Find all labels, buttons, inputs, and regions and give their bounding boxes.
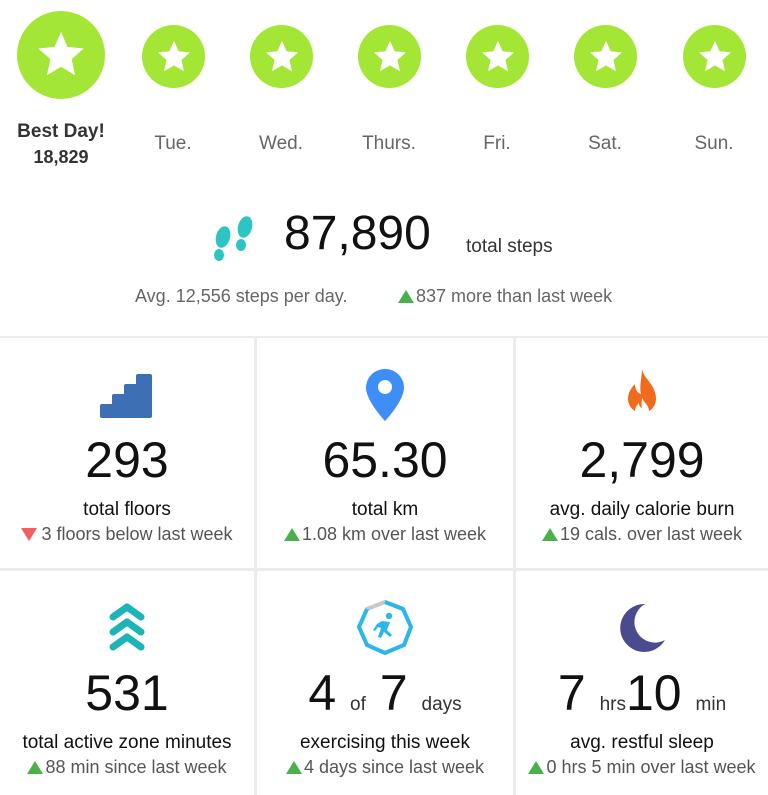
best-day-label: Best Day! [17,121,105,142]
exercise-days-goal: 7 [379,665,408,721]
stat-card-floors[interactable]: 293 total floors 3 floors below last wee… [0,338,254,568]
day-badge-fri[interactable] [466,25,529,88]
exercise-runner-icon [356,599,414,656]
steps-change: 837 more than last week [398,286,612,307]
stat-card-distance[interactable]: 65.30 total km 1.08 km over last week [257,338,513,568]
sleep-hours: 7 [557,665,586,721]
exercise-value: 4 of 7 days [257,664,513,722]
best-day-badge[interactable] [17,11,105,99]
distance-value: 65.30 [322,432,448,488]
best-day-steps: 18,829 [33,147,89,167]
exercise-change: 4 days since last week [257,757,513,778]
star-icon [481,40,514,71]
active-zone-change: 88 min since last week [0,757,254,778]
day-badge-thurs[interactable] [358,25,421,88]
star-icon [589,40,622,71]
up-arrow-icon [27,761,44,774]
floors-change: 3 floors below last week [0,524,254,545]
up-arrow-icon [528,761,545,774]
day-label-sat: Sat. [588,133,622,154]
stat-card-sleep[interactable]: 7 hrs10 min avg. restful sleep 0 hrs 5 m… [516,571,768,795]
exercise-of-text: of [350,694,366,715]
exercise-label: exercising this week [299,732,471,753]
flame-icon [628,369,656,418]
day-label-thurs: Thurs. [362,133,416,154]
moon-icon [620,603,665,652]
day-label-fri: Fri. [483,133,511,154]
day-label-sun: Sun. [694,133,734,154]
footsteps-icon [214,216,253,261]
day-label-wed: Wed. [258,133,303,154]
up-arrow-icon [285,761,302,774]
star-icon [265,40,298,71]
calories-change-text: 19 cals. over last week [559,524,743,544]
star-icon [698,40,731,71]
stat-card-exercise[interactable]: 4 of 7 days exercising this week 4 days … [257,571,513,795]
distance-label: total km [351,499,419,520]
steps-change-text: 837 more than last week [416,286,613,306]
distance-change: 1.08 km over last week [257,524,513,545]
day-label-tue: Tue. [154,133,192,154]
sleep-change-text: 0 hrs 5 min over last week [546,757,756,777]
up-arrow-icon [398,290,414,303]
exercise-change-text: 4 days since last week [303,757,485,777]
day-badge-wed[interactable] [250,25,313,88]
stat-card-active-zone[interactable]: 531 total active zone minutes 88 min sin… [0,571,254,795]
floors-value: 293 [85,432,169,488]
active-zone-label: total active zone minutes [22,732,232,753]
star-icon [157,40,190,71]
sleep-minutes-unit: min [695,694,727,715]
down-arrow-icon [21,528,38,541]
calories-change: 19 cals. over last week [516,524,768,545]
active-zone-value: 531 [85,665,169,721]
up-arrow-icon [541,528,558,541]
average-steps-text: Avg. 12,556 steps per day. [135,286,348,306]
sleep-minutes: 10 [625,665,682,721]
calories-label: avg. daily calorie burn [549,499,735,520]
day-badge-sun[interactable] [683,25,746,88]
stairs-icon [100,374,152,418]
active-zone-chevrons-icon [109,603,145,651]
distance-change-text: 1.08 km over last week [301,524,487,544]
exercise-days-unit: days [421,694,462,715]
day-badge-sat[interactable] [574,25,637,88]
up-arrow-icon [283,528,300,541]
star-icon [38,32,84,76]
sleep-value: 7 hrs10 min [516,664,768,722]
day-badge-tue[interactable] [142,25,205,88]
total-steps-value: 87,890 [284,207,431,260]
sleep-label: avg. restful sleep [570,732,714,753]
location-pin-icon [366,369,404,421]
stat-card-calories[interactable]: 2,799 avg. daily calorie burn 19 cals. o… [516,338,768,568]
sleep-change: 0 hrs 5 min over last week [516,757,768,778]
total-steps-unit: total steps [466,236,553,257]
floors-change-text: 3 floors below last week [41,524,233,544]
exercise-days-count: 4 [308,665,337,721]
active-zone-change-text: 88 min since last week [45,757,227,777]
calories-value: 2,799 [579,432,705,488]
sleep-hours-unit: hrs [599,694,626,715]
star-icon [373,40,406,71]
floors-label: total floors [83,499,171,520]
